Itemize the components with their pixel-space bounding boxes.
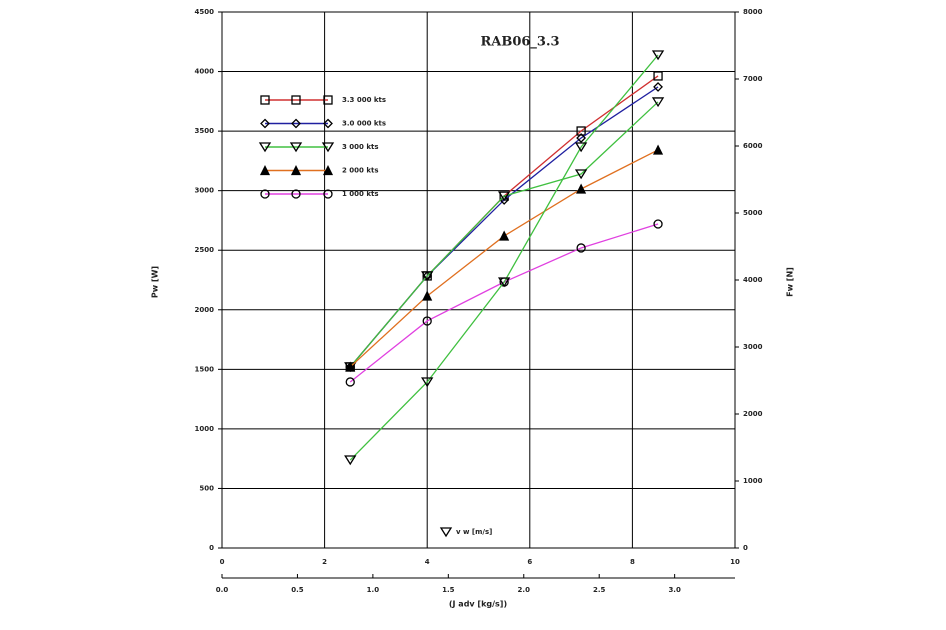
marker: [289, 142, 303, 153]
x-tick-label: 6: [527, 558, 532, 566]
y-tick-label: 4000: [195, 68, 215, 76]
y2-tick-label: 8000: [743, 8, 763, 16]
y2-tick-label: 6000: [743, 142, 763, 150]
marker: [260, 118, 270, 129]
marker: [344, 455, 357, 466]
y2-tick-label: 0: [743, 544, 748, 552]
marker: [260, 95, 270, 105]
marker: [421, 377, 434, 388]
y-tick-label: 500: [199, 484, 214, 492]
marker: [651, 50, 665, 61]
marker: [653, 219, 663, 229]
series-line: [349, 223, 659, 383]
series-line: [349, 54, 659, 461]
y2-tick-label: 5000: [743, 209, 763, 217]
marker: [574, 169, 588, 180]
marker: [259, 165, 271, 176]
x2-tick-label: 0.0: [216, 586, 229, 594]
y-tick-label: 1500: [195, 365, 215, 373]
legend-label: 1 000 kts: [342, 190, 379, 198]
y2-tick-label: 3000: [743, 343, 763, 351]
y-tick-label: 4500: [195, 8, 215, 16]
marker: [651, 97, 665, 108]
y-axis-title: Pw [W]: [151, 266, 160, 298]
marker: [653, 82, 663, 92]
x2-tick-label: 0.5: [291, 586, 304, 594]
marker: [652, 144, 664, 155]
x2-tick-label: 1.0: [367, 586, 380, 594]
series-line: [349, 149, 659, 368]
series-line: [349, 75, 659, 368]
marker: [322, 165, 334, 176]
y2-tick-label: 4000: [743, 276, 763, 284]
marker: [345, 377, 355, 387]
marker: [576, 133, 587, 143]
series-line: [349, 101, 659, 368]
marker: [290, 165, 302, 176]
x2-tick-label: 2.5: [593, 586, 606, 594]
x-tick-label: 8: [630, 558, 635, 566]
legend-label: v w [m/s]: [456, 528, 492, 536]
marker: [576, 126, 586, 136]
marker: [653, 71, 663, 81]
marker: [260, 189, 270, 199]
x2-axis-title: (J adv [kg/s]): [449, 600, 507, 609]
x-tick-label: 0: [220, 558, 225, 566]
legend-label: 3.3 000 kts: [342, 96, 386, 104]
y-tick-label: 2000: [195, 306, 215, 314]
y-tick-label: 2500: [195, 246, 215, 254]
marker: [323, 95, 333, 105]
x2-tick-label: 2.0: [518, 586, 531, 594]
marker: [497, 277, 511, 288]
marker: [574, 142, 588, 153]
y2-tick-label: 7000: [743, 75, 763, 83]
marker: [421, 271, 434, 282]
plot-frame: [221, 11, 736, 549]
marker: [323, 118, 333, 129]
y2-axis-title: Fw [N]: [786, 267, 795, 297]
marker: [576, 183, 587, 194]
x2-tick-label: 3.0: [668, 586, 681, 594]
marker: [439, 527, 453, 538]
marker: [422, 316, 432, 326]
y-tick-label: 3500: [195, 127, 215, 135]
marker: [323, 189, 333, 199]
y-tick-label: 0: [209, 544, 214, 552]
x-tick-label: 10: [730, 558, 740, 566]
legend-label: 2 000 kts: [342, 167, 379, 175]
y2-tick-label: 1000: [743, 477, 763, 485]
marker: [499, 230, 510, 241]
legend-label: 3 000 kts: [342, 143, 379, 151]
marker: [497, 191, 511, 202]
legend-label: 3.0 000 kts: [342, 120, 386, 128]
x-tick-label: 2: [322, 558, 327, 566]
marker: [345, 361, 356, 372]
marker: [576, 243, 586, 253]
y-tick-label: 3000: [195, 187, 215, 195]
marker: [258, 142, 272, 153]
marker: [291, 118, 301, 129]
marker: [291, 189, 301, 199]
chart-title: RAB06_3.3: [480, 35, 559, 50]
marker: [422, 290, 433, 301]
x-tick-label: 4: [425, 558, 430, 566]
y-tick-label: 1000: [195, 425, 215, 433]
marker: [321, 142, 335, 153]
x2-tick-label: 1.5: [442, 586, 455, 594]
marker: [291, 95, 301, 105]
y2-tick-label: 2000: [743, 410, 763, 418]
